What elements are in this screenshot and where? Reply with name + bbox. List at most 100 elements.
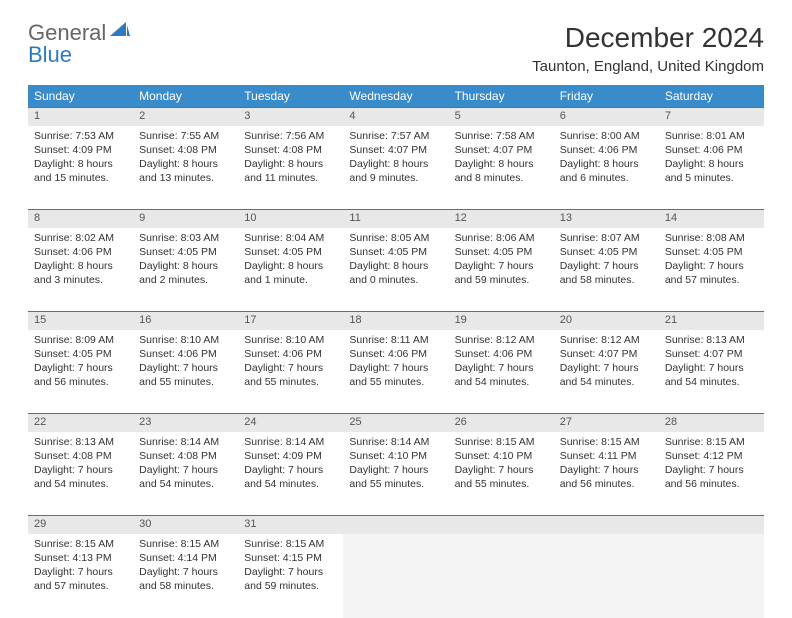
daylight-text-1: Daylight: 7 hours (455, 259, 548, 273)
sunrise-text: Sunrise: 8:08 AM (665, 231, 758, 245)
daylight-text-2: and 54 minutes. (139, 477, 232, 491)
sunset-text: Sunset: 4:06 PM (665, 143, 758, 157)
sunset-text: Sunset: 4:15 PM (244, 551, 337, 565)
day-cell: Sunrise: 8:03 AMSunset: 4:05 PMDaylight:… (133, 228, 238, 312)
daylight-text-1: Daylight: 7 hours (244, 361, 337, 375)
daylight-text-1: Daylight: 7 hours (665, 361, 758, 375)
sunset-text: Sunset: 4:13 PM (34, 551, 127, 565)
sunset-text: Sunset: 4:11 PM (560, 449, 653, 463)
daylight-text-1: Daylight: 7 hours (139, 565, 232, 579)
sunset-text: Sunset: 4:05 PM (560, 245, 653, 259)
sunset-text: Sunset: 4:05 PM (244, 245, 337, 259)
daylight-text-1: Daylight: 7 hours (244, 463, 337, 477)
day-number-row: 22232425262728 (28, 414, 764, 432)
sunset-text: Sunset: 4:08 PM (34, 449, 127, 463)
day-cell: Sunrise: 7:57 AMSunset: 4:07 PMDaylight:… (343, 126, 448, 210)
daylight-text-1: Daylight: 7 hours (560, 259, 653, 273)
sunrise-text: Sunrise: 8:07 AM (560, 231, 653, 245)
sunset-text: Sunset: 4:07 PM (665, 347, 758, 361)
day-cell: Sunrise: 7:53 AMSunset: 4:09 PMDaylight:… (28, 126, 133, 210)
day-cell: Sunrise: 7:55 AMSunset: 4:08 PMDaylight:… (133, 126, 238, 210)
day-cell: Sunrise: 8:11 AMSunset: 4:06 PMDaylight:… (343, 330, 448, 414)
day-cell: Sunrise: 8:15 AMSunset: 4:12 PMDaylight:… (659, 432, 764, 516)
day-cell: Sunrise: 8:08 AMSunset: 4:05 PMDaylight:… (659, 228, 764, 312)
day-number: 3 (238, 108, 343, 126)
daylight-text-1: Daylight: 7 hours (560, 361, 653, 375)
sunset-text: Sunset: 4:09 PM (244, 449, 337, 463)
day-number: 10 (238, 210, 343, 228)
weekday-header: Friday (554, 85, 659, 108)
daylight-text-1: Daylight: 8 hours (244, 259, 337, 273)
sunrise-text: Sunrise: 7:55 AM (139, 129, 232, 143)
day-cell: Sunrise: 8:07 AMSunset: 4:05 PMDaylight:… (554, 228, 659, 312)
day-cell: Sunrise: 8:02 AMSunset: 4:06 PMDaylight:… (28, 228, 133, 312)
sunrise-text: Sunrise: 7:56 AM (244, 129, 337, 143)
day-content-row: Sunrise: 8:09 AMSunset: 4:05 PMDaylight:… (28, 330, 764, 414)
sunrise-text: Sunrise: 8:04 AM (244, 231, 337, 245)
daylight-text-2: and 59 minutes. (455, 273, 548, 287)
daylight-text-2: and 54 minutes. (34, 477, 127, 491)
day-cell: Sunrise: 8:14 AMSunset: 4:10 PMDaylight:… (343, 432, 448, 516)
day-cell: Sunrise: 8:00 AMSunset: 4:06 PMDaylight:… (554, 126, 659, 210)
daylight-text-2: and 6 minutes. (560, 171, 653, 185)
sunrise-text: Sunrise: 8:14 AM (244, 435, 337, 449)
day-number-row: 891011121314 (28, 210, 764, 228)
daylight-text-2: and 56 minutes. (665, 477, 758, 491)
daylight-text-2: and 13 minutes. (139, 171, 232, 185)
day-number (449, 516, 554, 534)
day-number: 14 (659, 210, 764, 228)
sunrise-text: Sunrise: 8:15 AM (455, 435, 548, 449)
day-number: 28 (659, 414, 764, 432)
day-content-row: Sunrise: 8:13 AMSunset: 4:08 PMDaylight:… (28, 432, 764, 516)
daylight-text-1: Daylight: 8 hours (244, 157, 337, 171)
day-cell: Sunrise: 8:15 AMSunset: 4:15 PMDaylight:… (238, 534, 343, 618)
day-number: 29 (28, 516, 133, 534)
sunset-text: Sunset: 4:06 PM (139, 347, 232, 361)
day-cell: Sunrise: 7:56 AMSunset: 4:08 PMDaylight:… (238, 126, 343, 210)
sunset-text: Sunset: 4:07 PM (560, 347, 653, 361)
day-cell: Sunrise: 8:13 AMSunset: 4:07 PMDaylight:… (659, 330, 764, 414)
empty-cell (554, 534, 659, 618)
daylight-text-2: and 54 minutes. (560, 375, 653, 389)
sunrise-text: Sunrise: 8:10 AM (139, 333, 232, 347)
day-number: 2 (133, 108, 238, 126)
weekday-header: Monday (133, 85, 238, 108)
day-number-row: 293031 (28, 516, 764, 534)
day-cell: Sunrise: 8:04 AMSunset: 4:05 PMDaylight:… (238, 228, 343, 312)
sunrise-text: Sunrise: 8:02 AM (34, 231, 127, 245)
sunrise-text: Sunrise: 8:00 AM (560, 129, 653, 143)
sunset-text: Sunset: 4:08 PM (244, 143, 337, 157)
day-number: 21 (659, 312, 764, 330)
sunrise-text: Sunrise: 7:57 AM (349, 129, 442, 143)
day-cell: Sunrise: 8:12 AMSunset: 4:07 PMDaylight:… (554, 330, 659, 414)
day-number: 11 (343, 210, 448, 228)
logo-sail-icon (110, 22, 130, 36)
day-number: 19 (449, 312, 554, 330)
daylight-text-2: and 55 minutes. (349, 477, 442, 491)
logo: General Blue (28, 22, 130, 66)
weekday-header-row: SundayMondayTuesdayWednesdayThursdayFrid… (28, 85, 764, 108)
daylight-text-2: and 0 minutes. (349, 273, 442, 287)
day-content-row: Sunrise: 8:15 AM Sunset: 4:13 PM Daylight:… (28, 534, 764, 618)
sunrise-text: Sunrise: 8:15 AM (139, 537, 232, 551)
sunrise-text: Sunrise: 8:05 AM (349, 231, 442, 245)
sunset-text: Sunset: 4:05 PM (34, 347, 127, 361)
day-cell: Sunrise: 8:15 AMSunset: 4:10 PMDaylight:… (449, 432, 554, 516)
sunset-text: Sunset: 4:05 PM (455, 245, 548, 259)
sunset-text: Sunset: 4:08 PM (139, 449, 232, 463)
day-content-row: Sunrise: 7:53 AMSunset: 4:09 PMDaylight:… (28, 126, 764, 210)
day-number: 23 (133, 414, 238, 432)
empty-cell (343, 534, 448, 618)
daylight-text-1: Daylight: 7 hours (665, 463, 758, 477)
day-number: 27 (554, 414, 659, 432)
daylight-text-2: and 8 minutes. (455, 171, 548, 185)
daylight-text-2: and 54 minutes. (455, 375, 548, 389)
daylight-text-2: and 1 minute. (244, 273, 337, 287)
day-number: 30 (133, 516, 238, 534)
daylight-text-2: and 3 minutes. (34, 273, 127, 287)
daylight-text-1: Daylight: 8 hours (560, 157, 653, 171)
day-cell: Sunrise: 8:06 AMSunset: 4:05 PMDaylight:… (449, 228, 554, 312)
daylight-text-2: and 5 minutes. (665, 171, 758, 185)
day-cell: Sunrise: 8:15 AMSunset: 4:11 PMDaylight:… (554, 432, 659, 516)
daylight-text-2: and 58 minutes. (560, 273, 653, 287)
